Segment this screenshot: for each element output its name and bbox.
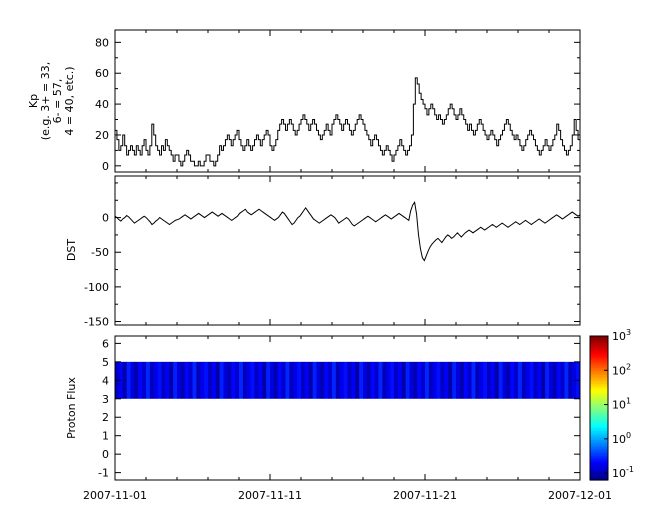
colorbar-frame bbox=[589, 335, 609, 481]
dst-axis-label: DST bbox=[65, 238, 78, 262]
proton-flux-axis-label: Proton Flux bbox=[65, 377, 78, 439]
x-tick-label-2: 2007-11-11 bbox=[238, 489, 302, 502]
proton-flux-frame bbox=[114, 335, 581, 481]
kp-index-ytick-label: 60 bbox=[95, 67, 109, 80]
proton-flux-ytick-label: -1 bbox=[98, 467, 109, 480]
dst-index-line bbox=[114, 201, 581, 262]
colorbar-tick-label: 100 bbox=[612, 431, 631, 446]
proton-flux-ytick-label: 6 bbox=[102, 337, 109, 350]
kp-index-ytick-label: 80 bbox=[95, 36, 109, 49]
proton-flux-ticks: 6 5 4 3 2 1 0 -1 bbox=[98, 336, 581, 480]
kp-index-ytick-label: 0 bbox=[102, 160, 109, 173]
kp-axis-label-line4: 4 = 40, etc.) bbox=[63, 66, 76, 136]
kp-index-ytick-label: 20 bbox=[95, 129, 109, 142]
x-tick-label-3: 2007-11-21 bbox=[393, 489, 457, 502]
dst-index-ytick-label: -50 bbox=[91, 246, 109, 259]
proton-flux-panel: 6 5 4 3 2 1 0 -1 bbox=[98, 335, 581, 481]
kp-index-line bbox=[115, 77, 580, 167]
kp-axis-label: Kp (e.g. 3+ = 33, 6- = 57, 4 = 40, etc.) bbox=[27, 62, 76, 140]
dst-index-ytick-label: 0 bbox=[102, 212, 109, 225]
kp-index-panel: 0 20 40 60 80 bbox=[95, 29, 581, 173]
x-tick-label-1: 2007-11-01 bbox=[83, 489, 147, 502]
colorbar: 103 102 101 100 10-1 bbox=[589, 328, 634, 481]
x-tick-label-4: 2007-12-01 bbox=[548, 489, 612, 502]
dst-index-frame bbox=[114, 175, 581, 326]
proton-flux-ytick-label: 2 bbox=[102, 411, 109, 424]
proton-flux-ytick-label: 5 bbox=[102, 356, 109, 369]
proton-flux-ytick-label: 3 bbox=[102, 393, 109, 406]
colorbar-tick-label: 101 bbox=[612, 397, 631, 412]
proton-flux-band bbox=[115, 361, 581, 399]
proton-flux-ytick-label: 1 bbox=[102, 430, 109, 443]
kp-index-frame bbox=[114, 29, 581, 173]
colorbar-tick-label: 10-1 bbox=[612, 465, 634, 480]
dst-index-panel: 0 -50 -100 -150 bbox=[84, 175, 581, 329]
dst-index-ytick-label: -150 bbox=[84, 316, 109, 329]
colorbar-tick-label: 103 bbox=[612, 328, 631, 343]
kp-index-ytick-label: 40 bbox=[95, 98, 109, 111]
dst-index-ytick-label: -100 bbox=[84, 281, 109, 294]
kp-index-ticks: 0 20 40 60 80 bbox=[95, 30, 581, 173]
dst-index-ticks: 0 -50 -100 -150 bbox=[84, 176, 581, 329]
proton-flux-ytick-label: 4 bbox=[102, 374, 109, 387]
proton-flux-ytick-label: 0 bbox=[102, 448, 109, 461]
colorbar-tick-label: 102 bbox=[612, 362, 631, 377]
